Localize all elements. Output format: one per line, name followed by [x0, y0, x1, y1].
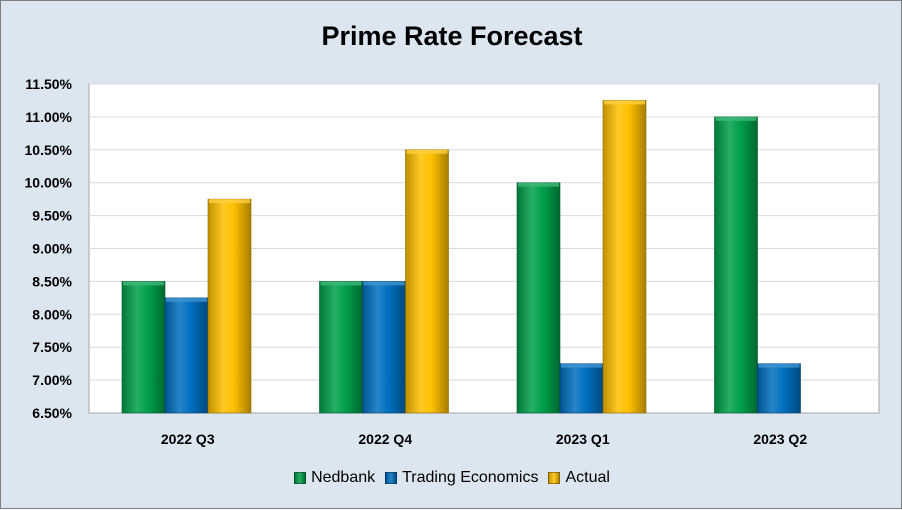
- bar-trading-economics: [757, 363, 801, 414]
- bar-top-bevel: [604, 100, 645, 105]
- bar-nedbank: [319, 281, 363, 414]
- bar-top-bevel: [758, 363, 800, 368]
- y-axis-ticks: 6.50% 7.00% 7.50% 8.00% 8.50% 9.00% 9.50% 10.00…: [25, 76, 73, 421]
- legend-label: Trading Economics: [402, 469, 539, 486]
- bar-top-bevel: [209, 199, 250, 204]
- bar-top-bevel: [320, 281, 362, 286]
- y-tick-label: 7.00%: [32, 372, 72, 388]
- bar-top-bevel: [406, 149, 448, 154]
- legend: Nedbank Trading Economics Actual: [1, 469, 902, 487]
- y-tick-label: 11.00%: [25, 109, 72, 125]
- x-axis-categories: 2022 Q3 2022 Q4 2023 Q1 2023 Q2: [161, 431, 807, 447]
- chart-title: Prime Rate Forecast: [321, 21, 583, 51]
- y-tick-label: 8.50%: [32, 273, 72, 289]
- legend-item-actual: Actual: [548, 469, 610, 487]
- y-tick-label: 10.00%: [25, 175, 73, 191]
- bar-top-bevel: [561, 363, 602, 368]
- legend-swatch: [548, 472, 561, 484]
- x-category-label: 2023 Q1: [556, 431, 610, 447]
- bar-top-bevel: [518, 182, 559, 187]
- bar-top-bevel: [166, 297, 207, 302]
- bar-trading-economics: [362, 281, 406, 414]
- y-tick-label: 7.50%: [32, 339, 72, 355]
- legend-item-trading-economics: Trading Economics: [385, 469, 538, 487]
- legend-item-nedbank: Nedbank: [294, 469, 375, 487]
- bar-nedbank: [714, 116, 758, 414]
- y-tick-label: 6.50%: [32, 405, 72, 421]
- legend-swatch: [385, 472, 398, 484]
- bar-trading-economics: [164, 297, 209, 414]
- bar-trading-economics: [559, 363, 604, 414]
- legend-label: Nedbank: [311, 469, 376, 486]
- bar-nedbank: [516, 182, 561, 414]
- y-tick-label: 8.00%: [32, 306, 72, 322]
- x-category-label: 2022 Q3: [161, 431, 215, 447]
- y-tick-label: 9.00%: [32, 241, 72, 257]
- legend-label: Actual: [565, 469, 610, 486]
- bar-nedbank: [121, 281, 166, 414]
- bar-actual: [207, 198, 252, 414]
- bar-top-bevel: [363, 281, 405, 286]
- bar-top-bevel: [715, 116, 757, 121]
- y-tick-label: 9.50%: [32, 208, 72, 224]
- bar-top-bevel: [123, 281, 164, 286]
- legend-swatch: [294, 472, 307, 484]
- x-category-label: 2022 Q4: [358, 431, 412, 447]
- bars: [121, 100, 801, 414]
- bar-actual: [602, 100, 647, 414]
- bar-actual: [405, 149, 449, 414]
- y-tick-label: 11.50%: [25, 76, 72, 92]
- y-tick-label: 10.50%: [25, 142, 73, 158]
- x-category-label: 2023 Q2: [753, 431, 807, 447]
